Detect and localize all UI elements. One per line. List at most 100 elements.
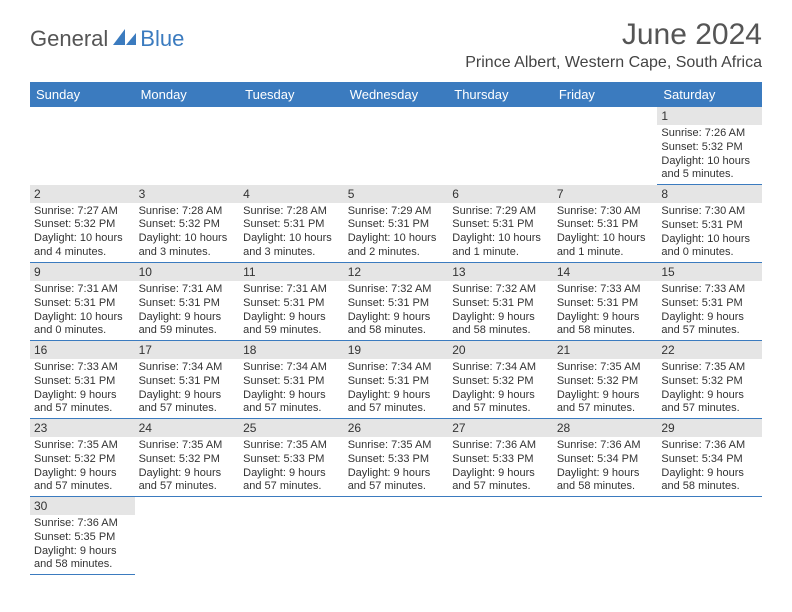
daylight-text: Daylight: 9 hours and 57 minutes.: [243, 467, 340, 495]
calendar-cell: [553, 497, 658, 575]
sunset-text: Sunset: 5:31 PM: [34, 297, 131, 311]
daylight-text: Daylight: 10 hours and 5 minutes.: [661, 155, 758, 183]
sunrise-text: Sunrise: 7:35 AM: [661, 361, 758, 375]
daylight-text: Daylight: 10 hours and 4 minutes.: [34, 232, 131, 260]
day-info: Sunrise: 7:36 AMSunset: 5:35 PMDaylight:…: [30, 515, 135, 574]
day-info: Sunrise: 7:30 AMSunset: 5:31 PMDaylight:…: [553, 203, 658, 262]
calendar-cell: 9Sunrise: 7:31 AMSunset: 5:31 PMDaylight…: [30, 263, 135, 341]
day-number: 17: [135, 341, 240, 359]
daylight-text: Daylight: 9 hours and 57 minutes.: [139, 467, 236, 495]
day-number: 7: [553, 185, 658, 203]
calendar-cell: [344, 497, 449, 575]
sunrise-text: Sunrise: 7:30 AM: [661, 205, 758, 219]
calendar-cell: 14Sunrise: 7:33 AMSunset: 5:31 PMDayligh…: [553, 263, 658, 341]
sunrise-text: Sunrise: 7:28 AM: [139, 205, 236, 219]
day-number: 8: [657, 185, 762, 203]
day-info: Sunrise: 7:28 AMSunset: 5:31 PMDaylight:…: [239, 203, 344, 262]
day-info: Sunrise: 7:35 AMSunset: 5:32 PMDaylight:…: [30, 437, 135, 496]
sunset-text: Sunset: 5:32 PM: [661, 375, 758, 389]
calendar-cell: 27Sunrise: 7:36 AMSunset: 5:33 PMDayligh…: [448, 419, 553, 497]
sunset-text: Sunset: 5:33 PM: [243, 453, 340, 467]
sunset-text: Sunset: 5:31 PM: [348, 218, 445, 232]
day-number: 22: [657, 341, 762, 359]
day-header: Saturday: [657, 82, 762, 107]
day-info: Sunrise: 7:34 AMSunset: 5:31 PMDaylight:…: [344, 359, 449, 418]
day-number: 11: [239, 263, 344, 281]
sunset-text: Sunset: 5:35 PM: [34, 531, 131, 545]
sunrise-text: Sunrise: 7:31 AM: [34, 283, 131, 297]
sunset-text: Sunset: 5:32 PM: [34, 453, 131, 467]
day-number: 12: [344, 263, 449, 281]
sunset-text: Sunset: 5:32 PM: [34, 218, 131, 232]
calendar-cell: 24Sunrise: 7:35 AMSunset: 5:32 PMDayligh…: [135, 419, 240, 497]
daylight-text: Daylight: 10 hours and 0 minutes.: [661, 233, 758, 261]
day-info: Sunrise: 7:35 AMSunset: 5:32 PMDaylight:…: [657, 359, 762, 418]
calendar-row: 23Sunrise: 7:35 AMSunset: 5:32 PMDayligh…: [30, 419, 762, 497]
daylight-text: Daylight: 9 hours and 57 minutes.: [34, 389, 131, 417]
daylight-text: Daylight: 9 hours and 57 minutes.: [661, 311, 758, 339]
sunset-text: Sunset: 5:31 PM: [139, 375, 236, 389]
calendar-cell: 7Sunrise: 7:30 AMSunset: 5:31 PMDaylight…: [553, 185, 658, 263]
calendar-cell: 30Sunrise: 7:36 AMSunset: 5:35 PMDayligh…: [30, 497, 135, 575]
day-number: 2: [30, 185, 135, 203]
calendar-cell: 29Sunrise: 7:36 AMSunset: 5:34 PMDayligh…: [657, 419, 762, 497]
calendar-cell: 15Sunrise: 7:33 AMSunset: 5:31 PMDayligh…: [657, 263, 762, 341]
daylight-text: Daylight: 9 hours and 57 minutes.: [139, 389, 236, 417]
sunrise-text: Sunrise: 7:29 AM: [348, 205, 445, 219]
day-header: Tuesday: [239, 82, 344, 107]
day-info: Sunrise: 7:33 AMSunset: 5:31 PMDaylight:…: [553, 281, 658, 340]
day-info: Sunrise: 7:35 AMSunset: 5:33 PMDaylight:…: [344, 437, 449, 496]
daylight-text: Daylight: 9 hours and 57 minutes.: [243, 389, 340, 417]
daylight-text: Daylight: 9 hours and 57 minutes.: [348, 389, 445, 417]
calendar-cell: 25Sunrise: 7:35 AMSunset: 5:33 PMDayligh…: [239, 419, 344, 497]
logo: General Blue: [30, 26, 184, 52]
calendar-cell: 21Sunrise: 7:35 AMSunset: 5:32 PMDayligh…: [553, 341, 658, 419]
sunset-text: Sunset: 5:31 PM: [348, 375, 445, 389]
calendar-cell: [135, 107, 240, 185]
daylight-text: Daylight: 10 hours and 3 minutes.: [139, 232, 236, 260]
sunrise-text: Sunrise: 7:35 AM: [34, 439, 131, 453]
calendar-cell: 16Sunrise: 7:33 AMSunset: 5:31 PMDayligh…: [30, 341, 135, 419]
calendar-cell: 8Sunrise: 7:30 AMSunset: 5:31 PMDaylight…: [657, 185, 762, 263]
title-block: June 2024 Prince Albert, Western Cape, S…: [465, 18, 762, 72]
day-info: Sunrise: 7:35 AMSunset: 5:32 PMDaylight:…: [135, 437, 240, 496]
logo-text-blue: Blue: [140, 26, 184, 52]
sunrise-text: Sunrise: 7:35 AM: [557, 361, 654, 375]
sunrise-text: Sunrise: 7:34 AM: [348, 361, 445, 375]
calendar-cell: 2Sunrise: 7:27 AMSunset: 5:32 PMDaylight…: [30, 185, 135, 263]
daylight-text: Daylight: 9 hours and 57 minutes.: [348, 467, 445, 495]
sunset-text: Sunset: 5:34 PM: [661, 453, 758, 467]
day-info: Sunrise: 7:36 AMSunset: 5:34 PMDaylight:…: [553, 437, 658, 496]
calendar-row: 30Sunrise: 7:36 AMSunset: 5:35 PMDayligh…: [30, 497, 762, 575]
day-number: 23: [30, 419, 135, 437]
daylight-text: Daylight: 9 hours and 58 minutes.: [348, 311, 445, 339]
sunrise-text: Sunrise: 7:31 AM: [139, 283, 236, 297]
calendar-cell: 22Sunrise: 7:35 AMSunset: 5:32 PMDayligh…: [657, 341, 762, 419]
sunrise-text: Sunrise: 7:36 AM: [452, 439, 549, 453]
logo-sail-icon: [112, 27, 138, 52]
calendar-cell: [135, 497, 240, 575]
calendar-cell: [239, 107, 344, 185]
sunrise-text: Sunrise: 7:35 AM: [139, 439, 236, 453]
sunset-text: Sunset: 5:31 PM: [452, 297, 549, 311]
day-number: 14: [553, 263, 658, 281]
daylight-text: Daylight: 9 hours and 58 minutes.: [34, 545, 131, 573]
day-info: Sunrise: 7:29 AMSunset: 5:31 PMDaylight:…: [344, 203, 449, 262]
daylight-text: Daylight: 10 hours and 3 minutes.: [243, 232, 340, 260]
sunset-text: Sunset: 5:32 PM: [139, 453, 236, 467]
day-info: Sunrise: 7:35 AMSunset: 5:33 PMDaylight:…: [239, 437, 344, 496]
day-info: Sunrise: 7:33 AMSunset: 5:31 PMDaylight:…: [657, 281, 762, 340]
daylight-text: Daylight: 9 hours and 58 minutes.: [557, 467, 654, 495]
daylight-text: Daylight: 9 hours and 57 minutes.: [34, 467, 131, 495]
daylight-text: Daylight: 9 hours and 57 minutes.: [557, 389, 654, 417]
day-number: 3: [135, 185, 240, 203]
day-number: 9: [30, 263, 135, 281]
calendar-cell: 13Sunrise: 7:32 AMSunset: 5:31 PMDayligh…: [448, 263, 553, 341]
day-info: Sunrise: 7:30 AMSunset: 5:31 PMDaylight:…: [657, 203, 762, 262]
sunrise-text: Sunrise: 7:33 AM: [557, 283, 654, 297]
calendar-cell: 28Sunrise: 7:36 AMSunset: 5:34 PMDayligh…: [553, 419, 658, 497]
day-header-row: SundayMondayTuesdayWednesdayThursdayFrid…: [30, 82, 762, 107]
sunset-text: Sunset: 5:31 PM: [557, 297, 654, 311]
daylight-text: Daylight: 9 hours and 57 minutes.: [452, 389, 549, 417]
day-number: 15: [657, 263, 762, 281]
